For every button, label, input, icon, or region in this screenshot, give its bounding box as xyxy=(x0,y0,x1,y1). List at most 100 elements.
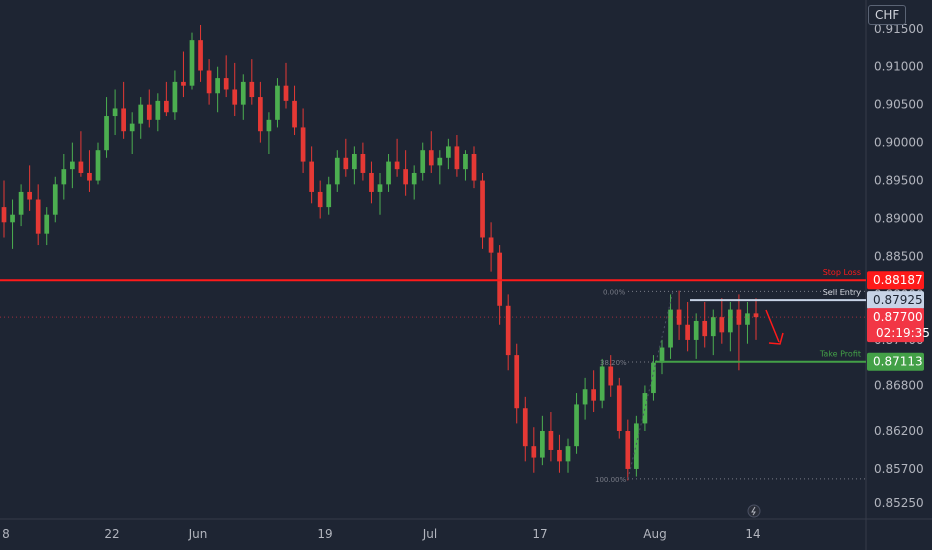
y-tick-label: 0.91000 xyxy=(874,60,924,74)
candle-body xyxy=(181,81,186,86)
last-price-value: 0.87700 xyxy=(873,310,923,324)
candle-body xyxy=(360,153,366,173)
candle-body xyxy=(420,150,426,173)
candle-body xyxy=(172,81,178,113)
candle-body xyxy=(659,347,665,363)
candle-body xyxy=(685,324,690,340)
candle-body xyxy=(266,119,272,132)
candle-body xyxy=(206,70,212,94)
candle-body xyxy=(463,153,468,170)
y-tick-label: 0.86800 xyxy=(874,378,924,392)
candle-body xyxy=(317,191,323,208)
candle-body xyxy=(616,385,622,431)
candle-body xyxy=(240,81,246,105)
candle-body xyxy=(505,305,511,356)
x-tick-label: Aug xyxy=(643,527,666,541)
y-tick-label: 0.88500 xyxy=(874,249,924,263)
candle-body xyxy=(540,431,545,458)
candle-body xyxy=(164,100,169,113)
candle-body xyxy=(352,153,357,170)
candle-body xyxy=(1,207,7,223)
lightning-bolt-icon xyxy=(751,506,756,516)
stop-loss-value: 0.88187 xyxy=(873,273,923,287)
candle-body xyxy=(599,366,605,401)
candle-body xyxy=(719,317,725,333)
candle-body xyxy=(249,81,255,98)
candle-body xyxy=(565,446,571,462)
candle-body xyxy=(189,40,195,86)
candle-body xyxy=(215,78,220,94)
y-tick-label: 0.89500 xyxy=(874,174,924,188)
candle-body xyxy=(386,161,391,185)
candle-body xyxy=(369,172,374,192)
candle-body xyxy=(710,317,716,337)
candle-body xyxy=(693,320,699,340)
candle-body xyxy=(480,180,485,238)
y-tick-label: 0.85700 xyxy=(874,462,924,476)
candle-body xyxy=(454,146,460,170)
candle-body xyxy=(70,161,75,170)
stop-loss-label: Stop Loss xyxy=(823,268,861,277)
candle-body xyxy=(155,100,161,120)
fib-label-0: 0.00% xyxy=(603,288,626,296)
x-tick-label: 17 xyxy=(532,527,547,541)
candle-body xyxy=(275,85,280,120)
candle-body xyxy=(411,172,417,185)
stop-loss-tag xyxy=(867,271,924,290)
candle-body xyxy=(129,123,135,132)
take-profit-tag xyxy=(867,352,924,371)
candle-body xyxy=(728,309,733,333)
y-tick-label: 0.89000 xyxy=(874,212,924,226)
x-tick-label: 14 xyxy=(745,527,760,541)
countdown-timer: 02:19:35 xyxy=(876,326,930,340)
sell-entry-label: Sell Entry xyxy=(823,288,862,297)
candle-body xyxy=(676,309,682,325)
candle-body xyxy=(377,184,383,192)
candle-body xyxy=(702,320,708,337)
candle-body xyxy=(18,191,24,215)
take-profit-label: Take Profit xyxy=(819,350,861,359)
fib-label-100: 100.00% xyxy=(595,476,626,484)
candle-body xyxy=(557,449,562,462)
y-tick-label: 0.91500 xyxy=(874,22,924,36)
down-arrow-head-icon xyxy=(768,332,784,345)
candle-body xyxy=(394,161,400,170)
candle-body xyxy=(608,366,614,386)
candle-body xyxy=(334,157,340,185)
candle-body xyxy=(736,309,742,325)
candle-body xyxy=(522,408,528,447)
candle-body xyxy=(27,191,32,200)
candle-body xyxy=(326,184,332,208)
candle-body xyxy=(283,85,289,101)
fib-label-38: 38.20% xyxy=(600,359,627,367)
y-tick-label: 0.90000 xyxy=(874,136,924,150)
candle-body xyxy=(138,104,144,124)
take-profit-value: 0.87113 xyxy=(873,355,923,369)
candle-body xyxy=(258,97,263,132)
candle-body xyxy=(403,169,408,185)
fib-trend-line xyxy=(627,291,674,479)
y-tick-label: 0.90500 xyxy=(874,98,924,112)
candle-body xyxy=(292,100,297,128)
candle-body xyxy=(642,393,648,424)
x-tick-label: 22 xyxy=(104,527,119,541)
candle-body xyxy=(121,108,126,132)
candle-body xyxy=(428,150,434,166)
candle-body xyxy=(146,104,152,120)
candle-body xyxy=(44,214,50,234)
candle-body xyxy=(300,127,306,162)
candle-body xyxy=(488,237,494,253)
x-tick-label: 19 xyxy=(317,527,332,541)
candle-body xyxy=(651,362,656,394)
candle-body xyxy=(61,169,67,185)
down-arrow-icon xyxy=(765,309,780,343)
candle-body xyxy=(753,313,759,318)
candle-body xyxy=(591,389,596,401)
x-tick-label: 8 xyxy=(2,527,10,541)
candle-body xyxy=(668,309,673,348)
currency-badge[interactable]: CHF xyxy=(868,5,907,25)
candle-body xyxy=(514,355,520,409)
candle-body xyxy=(10,214,15,223)
